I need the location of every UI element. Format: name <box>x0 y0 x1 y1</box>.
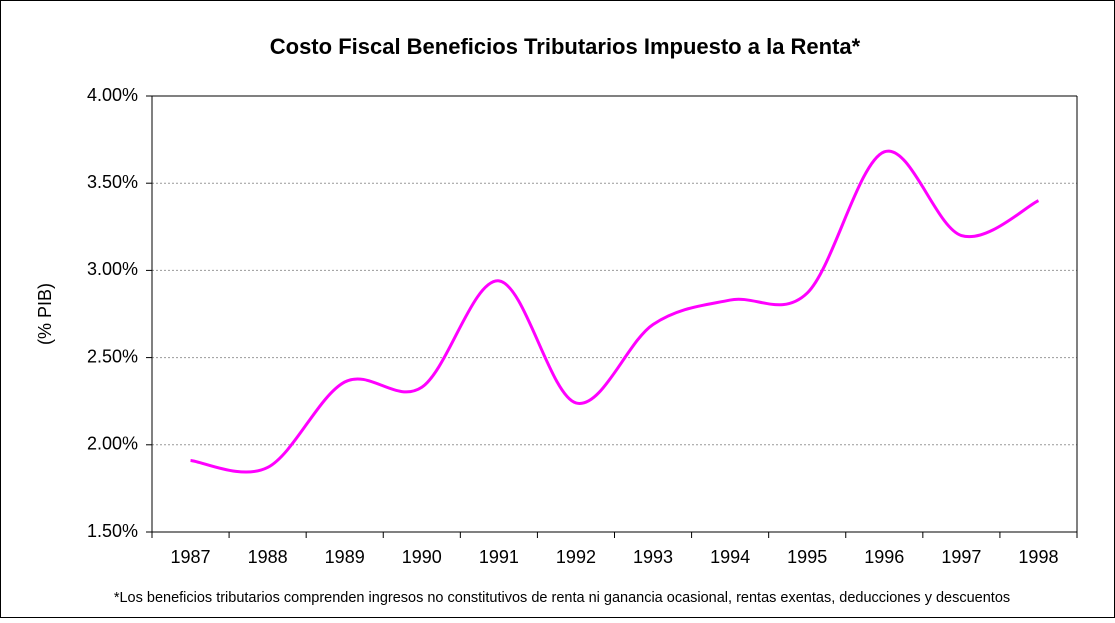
chart-title: Costo Fiscal Beneficios Tributarios Impu… <box>270 34 861 59</box>
line-series <box>190 149 1040 474</box>
x-tick-label: 1997 <box>941 547 981 567</box>
x-tick-label: 1989 <box>325 547 365 567</box>
y-tick-label: 2.00% <box>87 434 138 454</box>
x-tick-label: 1991 <box>479 547 519 567</box>
footnote: *Los beneficios tributarios comprenden i… <box>114 590 1010 606</box>
y-tick-label: 3.50% <box>87 172 138 192</box>
x-tick-label: 1994 <box>710 547 750 567</box>
x-tick-label: 1988 <box>248 547 288 567</box>
y-axis-label: (% PIB) <box>35 283 55 345</box>
y-tick-label: 1.50% <box>87 521 138 541</box>
x-tick-label: 1987 <box>171 547 211 567</box>
x-tick-label: 1996 <box>864 547 904 567</box>
x-tick-label: 1995 <box>787 547 827 567</box>
x-tick-label: 1990 <box>402 547 442 567</box>
y-tick-label: 4.00% <box>87 85 138 105</box>
x-tick-label: 1992 <box>556 547 596 567</box>
x-tick-label: 1993 <box>633 547 673 567</box>
y-tick-label: 2.50% <box>87 346 138 366</box>
y-tick-label: 3.00% <box>87 259 138 279</box>
x-tick-label: 1998 <box>1018 547 1058 567</box>
